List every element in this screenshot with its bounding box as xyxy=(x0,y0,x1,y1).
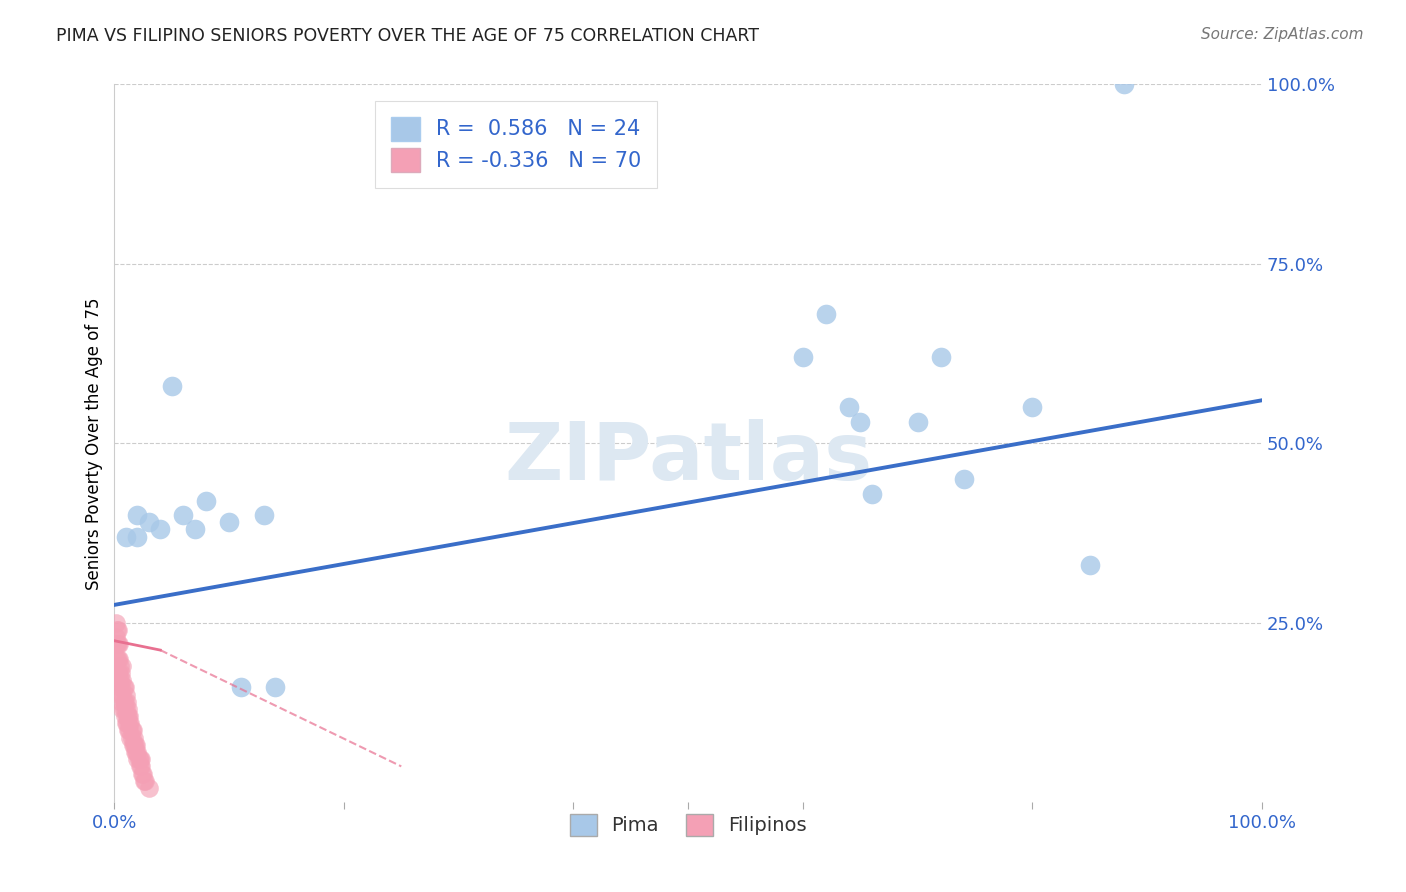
Point xyxy=(184,523,207,537)
Point xyxy=(118,709,141,723)
Point xyxy=(134,773,156,788)
Point xyxy=(121,723,143,738)
Point xyxy=(111,659,134,673)
Point xyxy=(105,637,128,651)
Point xyxy=(111,688,134,702)
Point xyxy=(172,508,194,523)
Point xyxy=(952,472,974,486)
Point xyxy=(195,493,218,508)
Point xyxy=(107,651,129,665)
Point xyxy=(838,401,860,415)
Point xyxy=(112,681,135,695)
Point xyxy=(108,681,131,695)
Point xyxy=(131,766,153,780)
Point xyxy=(138,516,160,530)
Point xyxy=(115,702,138,716)
Point xyxy=(110,695,132,709)
Point xyxy=(860,486,883,500)
Point xyxy=(117,702,139,716)
Text: PIMA VS FILIPINO SENIORS POVERTY OVER THE AGE OF 75 CORRELATION CHART: PIMA VS FILIPINO SENIORS POVERTY OVER TH… xyxy=(56,27,759,45)
Point xyxy=(1114,78,1136,92)
Point xyxy=(110,666,132,681)
Point xyxy=(1078,558,1101,573)
Point xyxy=(124,738,146,752)
Point xyxy=(112,702,135,716)
Point xyxy=(107,637,129,651)
Point xyxy=(132,766,155,780)
Point xyxy=(104,615,127,630)
Point xyxy=(118,716,141,731)
Point xyxy=(127,745,149,759)
Point xyxy=(149,523,172,537)
Point xyxy=(115,688,138,702)
Point xyxy=(108,666,131,681)
Point xyxy=(107,666,129,681)
Point xyxy=(129,759,152,773)
Point xyxy=(115,716,138,731)
Point xyxy=(118,723,141,738)
Point xyxy=(128,752,150,766)
Point xyxy=(264,681,287,695)
Point xyxy=(108,651,131,665)
Point xyxy=(112,695,135,709)
Point xyxy=(129,752,152,766)
Point xyxy=(127,508,149,523)
Point xyxy=(121,723,143,738)
Point xyxy=(105,666,128,681)
Point xyxy=(252,508,274,523)
Point xyxy=(125,745,148,759)
Point xyxy=(108,673,131,688)
Point xyxy=(104,637,127,651)
Point xyxy=(120,731,142,745)
Point xyxy=(104,666,127,681)
Point xyxy=(117,723,139,738)
Point xyxy=(849,415,872,429)
Point xyxy=(105,623,128,637)
Point xyxy=(115,709,138,723)
Point xyxy=(134,773,156,788)
Point xyxy=(121,738,143,752)
Point xyxy=(107,673,129,688)
Point xyxy=(160,379,183,393)
Point xyxy=(111,702,134,716)
Point xyxy=(229,681,252,695)
Point xyxy=(120,716,142,731)
Point xyxy=(907,415,929,429)
Point xyxy=(110,681,132,695)
Point xyxy=(929,350,952,364)
Point xyxy=(122,731,145,745)
Point xyxy=(138,780,160,795)
Point xyxy=(115,530,138,544)
Point xyxy=(114,695,136,709)
Point xyxy=(122,738,145,752)
Point xyxy=(107,623,129,637)
Point xyxy=(125,738,148,752)
Point xyxy=(108,637,131,651)
Text: Source: ZipAtlas.com: Source: ZipAtlas.com xyxy=(1201,27,1364,42)
Point xyxy=(105,651,128,665)
Point xyxy=(121,731,143,745)
Point xyxy=(108,688,131,702)
Point xyxy=(127,530,149,544)
Point xyxy=(111,673,134,688)
Legend: Pima, Filipinos: Pima, Filipinos xyxy=(562,807,814,844)
Point xyxy=(114,709,136,723)
Point xyxy=(115,716,138,731)
Point xyxy=(114,681,136,695)
Point xyxy=(104,651,127,665)
Point xyxy=(104,630,127,644)
Text: ZIPatlas: ZIPatlas xyxy=(503,418,872,497)
Point xyxy=(814,307,837,321)
Y-axis label: Seniors Poverty Over the Age of 75: Seniors Poverty Over the Age of 75 xyxy=(86,297,103,590)
Point xyxy=(1021,401,1043,415)
Point xyxy=(127,752,149,766)
Point xyxy=(117,709,139,723)
Point xyxy=(218,516,240,530)
Point xyxy=(108,659,131,673)
Point xyxy=(128,752,150,766)
Point xyxy=(128,759,150,773)
Point xyxy=(115,695,138,709)
Point xyxy=(792,350,814,364)
Point xyxy=(124,745,146,759)
